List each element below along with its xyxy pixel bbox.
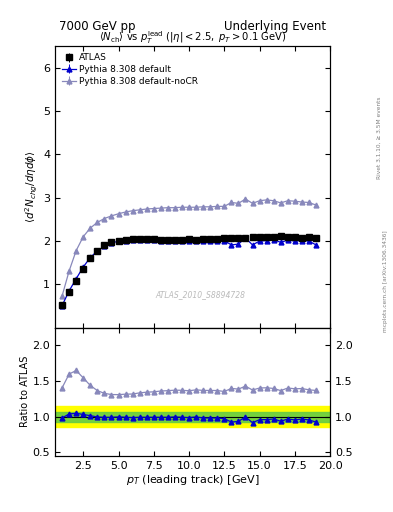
Title: $\langle N_{\rm ch}\rangle$ vs $p_T^{\rm lead}$ ($|\eta|<2.5,\; p_T>0.1$ GeV): $\langle N_{\rm ch}\rangle$ vs $p_T^{\rm… <box>99 29 286 46</box>
Y-axis label: Ratio to ATLAS: Ratio to ATLAS <box>20 356 29 428</box>
Text: ATLAS_2010_S8894728: ATLAS_2010_S8894728 <box>156 290 246 300</box>
Text: mcplots.cern.ch [arXiv:1306.3436]: mcplots.cern.ch [arXiv:1306.3436] <box>384 231 388 332</box>
Y-axis label: $\langle d^2 N_{chg}/d\eta d\phi \rangle$: $\langle d^2 N_{chg}/d\eta d\phi \rangle… <box>24 151 40 223</box>
Text: Underlying Event: Underlying Event <box>224 20 326 33</box>
X-axis label: $p_T$ (leading track) [GeV]: $p_T$ (leading track) [GeV] <box>126 473 259 487</box>
Text: 7000 GeV pp: 7000 GeV pp <box>59 20 136 33</box>
Legend: ATLAS, Pythia 8.308 default, Pythia 8.308 default-noCR: ATLAS, Pythia 8.308 default, Pythia 8.30… <box>59 51 201 89</box>
Text: Rivet 3.1.10, ≥ 3.5M events: Rivet 3.1.10, ≥ 3.5M events <box>377 97 382 180</box>
